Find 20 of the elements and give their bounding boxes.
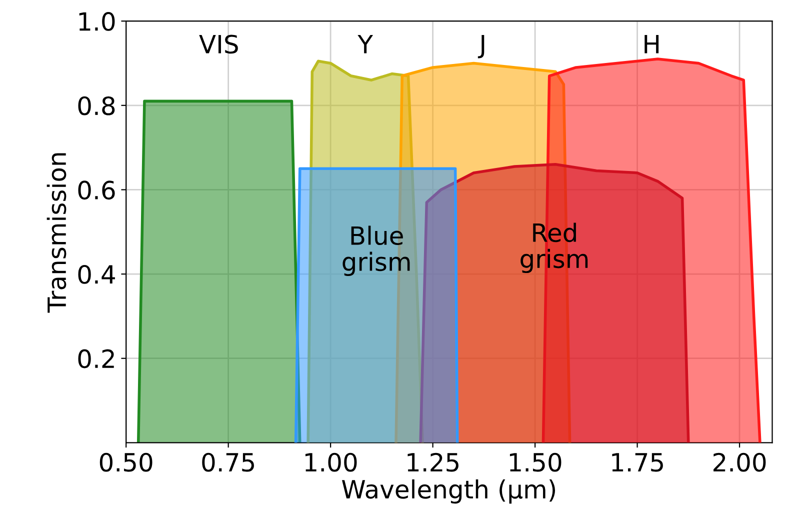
series-label: Y [358, 35, 374, 54]
series-label: Red grism [520, 222, 588, 274]
x-tick-label: 1.50 [510, 452, 562, 472]
y-tick-label: 0.8 [78, 96, 115, 116]
y-tick-label: 0.6 [78, 180, 115, 200]
x-tick-label: 0.75 [202, 452, 254, 472]
series-label: Blue grism [342, 226, 410, 276]
x-tick-label: 1.75 [612, 453, 663, 472]
y-axis-title: Transmission [46, 153, 66, 313]
y-tick-label: 1.0 [79, 12, 115, 31]
x-tick-label: 2.00 [714, 452, 766, 472]
x-tick-label: 0.50 [100, 452, 152, 472]
series-label: J [478, 35, 484, 58]
series-label: VIS [199, 34, 238, 54]
series-label: H [644, 35, 659, 54]
x-axis-title: Wavelength (μm) [342, 479, 556, 504]
x-tick-label: 1.25 [408, 452, 458, 472]
y-tick-label: 0.2 [78, 349, 114, 368]
y-tick-label: 0.4 [78, 264, 115, 284]
x-tick-label: 1.00 [305, 452, 357, 472]
